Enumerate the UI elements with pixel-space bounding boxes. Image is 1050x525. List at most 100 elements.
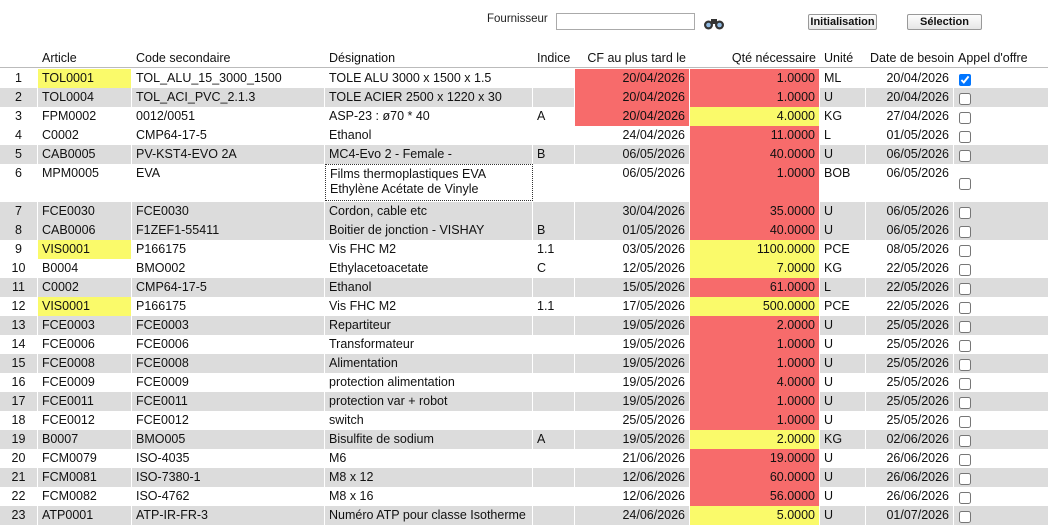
secondary-code-cell: FCE0012 <box>132 411 325 430</box>
reset-button[interactable]: Initialisation <box>808 14 877 30</box>
column-header: Indice <box>537 51 571 65</box>
offer-checkbox[interactable] <box>959 491 971 504</box>
index-cell <box>533 468 575 487</box>
secondary-code-cell: 0012/0051 <box>132 107 325 126</box>
secondary-code-cell: FCE0011 <box>132 392 325 411</box>
article-cell: FCE0012 <box>38 411 132 430</box>
offer-checkbox[interactable] <box>959 301 971 314</box>
unit-cell: U <box>820 392 866 411</box>
row-number-cell: 12 <box>0 297 38 316</box>
column-header: Qté nécessaire <box>731 51 816 65</box>
latest-date-cell: 06/05/2026 <box>575 145 690 164</box>
designation-cell: Films thermoplastiques EVA Ethylène Acét… <box>325 164 533 201</box>
offer-checkbox[interactable] <box>959 453 971 466</box>
secondary-code-cell: ISO-4762 <box>132 487 325 506</box>
search-icon[interactable] <box>703 15 725 31</box>
row-number-cell: 1 <box>0 69 38 88</box>
article-cell: FCM0081 <box>38 468 132 487</box>
row-number-cell: 5 <box>0 145 38 164</box>
unit-cell: U <box>820 506 866 525</box>
secondary-code-cell: ISO-4035 <box>132 449 325 468</box>
secondary-code-cell: BMO002 <box>132 259 325 278</box>
secondary-code-cell: PV-KST4-EVO 2A <box>132 145 325 164</box>
offer-checkbox[interactable] <box>959 358 971 371</box>
supplier-input[interactable] <box>556 13 695 30</box>
required-qty-cell: 1.0000 <box>690 392 820 411</box>
offer-checkbox[interactable] <box>959 178 971 190</box>
offer-checkbox[interactable] <box>959 472 971 485</box>
offer-checkbox[interactable] <box>959 263 971 276</box>
latest-date-cell: 17/05/2026 <box>575 297 690 316</box>
row-number-cell: 19 <box>0 430 38 449</box>
latest-date-cell: 19/05/2026 <box>575 316 690 335</box>
latest-date-cell: 19/05/2026 <box>575 430 690 449</box>
offer-checkbox[interactable] <box>959 377 971 390</box>
unit-cell: KG <box>820 430 866 449</box>
latest-date-cell: 19/05/2026 <box>575 392 690 411</box>
unit-cell: U <box>820 221 866 240</box>
offer-checkbox[interactable] <box>959 415 971 428</box>
required-qty-cell: 5.0000 <box>690 506 820 525</box>
offer-checkbox[interactable] <box>959 282 971 295</box>
row-number-cell: 8 <box>0 221 38 240</box>
offer-checkbox[interactable] <box>959 111 971 124</box>
latest-date-cell: 15/05/2026 <box>575 278 690 297</box>
unit-cell: U <box>820 316 866 335</box>
latest-date-cell: 25/05/2026 <box>575 411 690 430</box>
offer-checkbox[interactable] <box>959 149 971 162</box>
latest-date-cell: 19/05/2026 <box>575 373 690 392</box>
row-number-cell: 18 <box>0 411 38 430</box>
index-cell <box>533 202 575 221</box>
row-number-cell: 15 <box>0 354 38 373</box>
header-row <box>0 49 1048 68</box>
column-header: Appel d'offre <box>958 51 1028 65</box>
row-number-cell: 13 <box>0 316 38 335</box>
required-qty-cell: 500.0000 <box>690 297 820 316</box>
index-cell <box>533 487 575 506</box>
index-cell <box>533 69 575 88</box>
latest-date-cell: 03/05/2026 <box>575 240 690 259</box>
secondary-code-cell: FCE0008 <box>132 354 325 373</box>
unit-cell: U <box>820 88 866 107</box>
required-qty-cell: 1.0000 <box>690 88 820 107</box>
offer-checkbox[interactable] <box>959 339 971 352</box>
required-qty-cell: 40.0000 <box>690 145 820 164</box>
select-button[interactable]: Sélection <box>907 14 982 30</box>
article-cell: FCM0082 <box>38 487 132 506</box>
article-cell: TOL0004 <box>38 88 132 107</box>
latest-date-cell: 30/04/2026 <box>575 202 690 221</box>
required-qty-cell: 56.0000 <box>690 487 820 506</box>
need-date-cell: 26/06/2026 <box>866 449 954 468</box>
need-date-cell: 08/05/2026 <box>866 240 954 259</box>
required-qty-cell: 7.0000 <box>690 259 820 278</box>
offer-checkbox[interactable] <box>959 320 971 333</box>
latest-date-cell: 20/04/2026 <box>575 88 690 107</box>
unit-cell: BOB <box>820 164 866 202</box>
designation-cell: Vis FHC M2 <box>325 240 533 259</box>
designation-cell: M8 x 16 <box>325 487 533 506</box>
article-cell: FCM0079 <box>38 449 132 468</box>
article-cell: B0004 <box>38 259 132 278</box>
offer-checkbox[interactable] <box>959 73 971 86</box>
index-cell <box>533 373 575 392</box>
offer-checkbox[interactable] <box>959 244 971 257</box>
article-cell: C0002 <box>38 278 132 297</box>
offer-checkbox[interactable] <box>959 225 971 238</box>
row-number-cell: 17 <box>0 392 38 411</box>
latest-date-cell: 12/05/2026 <box>575 259 690 278</box>
index-cell: B <box>533 145 575 164</box>
need-date-cell: 22/05/2026 <box>866 259 954 278</box>
offer-checkbox[interactable] <box>959 510 971 523</box>
offer-checkbox[interactable] <box>959 206 971 219</box>
column-header: CF au plus tard le <box>587 51 686 65</box>
offer-checkbox[interactable] <box>959 92 971 105</box>
offer-checkbox[interactable] <box>959 130 971 143</box>
required-qty-cell: 1.0000 <box>690 411 820 430</box>
offer-checkbox[interactable] <box>959 434 971 447</box>
offer-checkbox[interactable] <box>959 396 971 409</box>
need-date-cell: 25/05/2026 <box>866 392 954 411</box>
row-number-cell: 11 <box>0 278 38 297</box>
row-number-cell: 10 <box>0 259 38 278</box>
column-header: Date de besoin <box>870 51 954 65</box>
